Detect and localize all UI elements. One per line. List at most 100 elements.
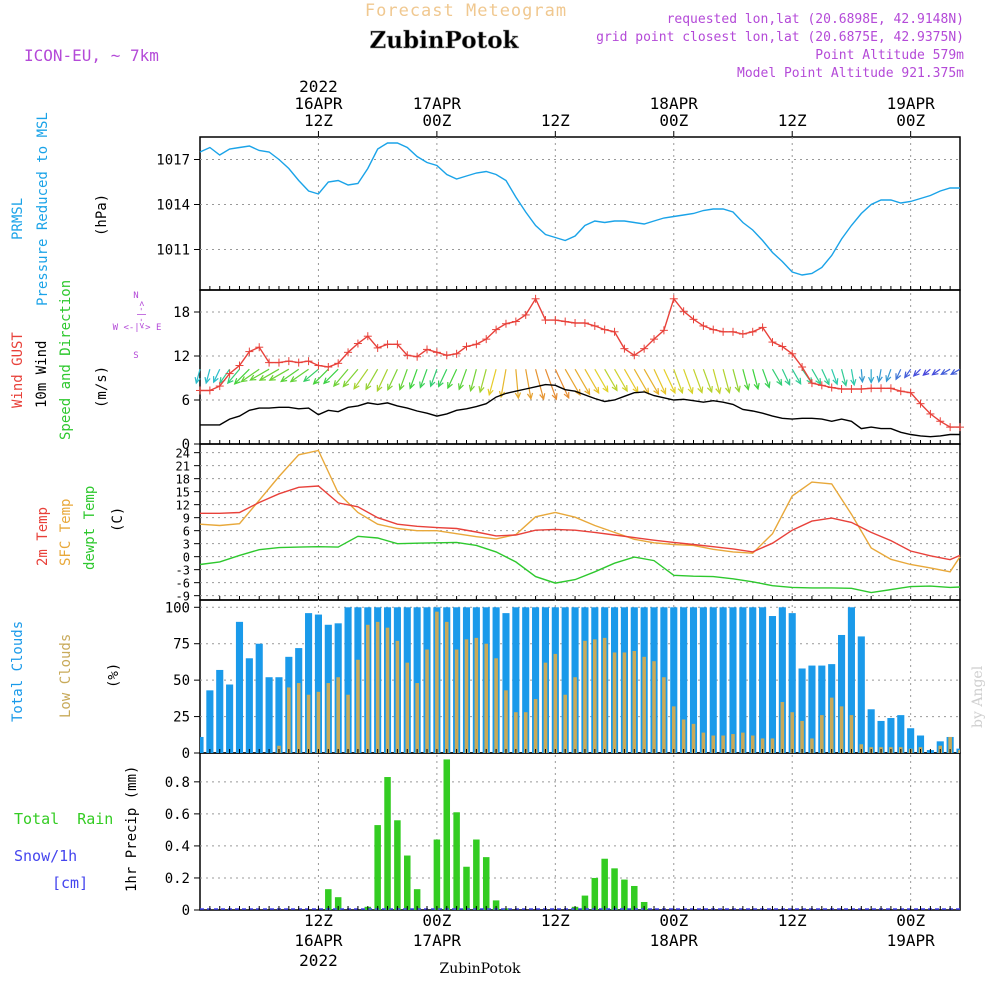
total-clouds-bar (226, 684, 234, 753)
wind-arrow (860, 369, 864, 382)
total-clouds-bar (877, 720, 885, 753)
label-ms: (m/s) (94, 366, 110, 408)
total-clouds-bar (255, 643, 263, 753)
time-label-bottom: 2022 (299, 951, 338, 970)
wind-arrow (584, 368, 600, 394)
label-2m-temp: 2m Temp (35, 507, 51, 566)
rain-bar (591, 877, 599, 910)
time-label-bottom: 12Z (541, 911, 570, 930)
low-clouds-bar (484, 643, 489, 753)
wind-arrow-head (204, 377, 211, 385)
wind-arrow (470, 369, 477, 391)
low-clouds-bar (948, 736, 952, 753)
series-2m-temp (200, 485, 961, 561)
time-label-top: 16APR (294, 94, 343, 113)
wind-arrow (692, 368, 703, 393)
y-tick-label: -9 (176, 590, 190, 604)
total-clouds-bar (235, 621, 244, 753)
total-clouds-bar (265, 677, 273, 753)
compass-ns-axis: <-|-> (136, 301, 146, 329)
label-total-rain: Total Rain (14, 810, 113, 828)
low-clouds-bar (494, 658, 498, 753)
y-tick-label: 24 (176, 447, 190, 461)
watermark: by Angel (970, 665, 986, 728)
y-tick-label: 18 (176, 473, 190, 487)
series-10m-wind (200, 383, 960, 438)
y-tick-label: 12 (176, 499, 190, 513)
total-clouds-bar (689, 607, 698, 753)
total-clouds-bar (561, 607, 569, 753)
time-label-top: 19APR (887, 94, 936, 113)
y-tick-label: 0.4 (165, 839, 190, 855)
wind-arrow-head (526, 392, 534, 401)
total-clouds-bar (847, 607, 855, 753)
label-snow: Snow/1h (14, 847, 77, 865)
total-clouds-bar (749, 607, 757, 753)
y-tick-label: 25 (173, 710, 190, 726)
wind-arrow (594, 368, 609, 392)
panel-frame-3 (199, 443, 961, 601)
total-clouds-bar (867, 709, 875, 753)
wind-arrow (614, 368, 628, 392)
wind-arrow-head (498, 390, 506, 399)
rain-bar (640, 901, 648, 910)
rain-bar (413, 889, 421, 910)
label-cm: [cm] (52, 874, 88, 892)
low-clouds-bar (790, 712, 794, 753)
wind-arrow-head (784, 378, 791, 387)
y-tick-label: 0 (183, 551, 190, 565)
low-clouds-bar (385, 627, 390, 753)
wind-arrow-head (904, 371, 911, 379)
compass-south: S (133, 351, 138, 361)
low-clouds-bar (523, 712, 528, 753)
wind-arrow-head (258, 374, 266, 381)
wind-arrow-head (280, 375, 288, 383)
time-label-bottom: 00Z (659, 911, 688, 930)
low-clouds-bar (356, 659, 360, 753)
wind-arrow-head (312, 377, 320, 385)
compass-north: N (133, 291, 138, 301)
wind-arrow-head (213, 376, 219, 384)
time-label-bottom: 18APR (650, 931, 699, 950)
wind-arrow-head (832, 378, 839, 386)
wind-arrow-head (912, 370, 920, 377)
low-clouds-bar (681, 719, 686, 753)
wind-arrow (219, 368, 231, 384)
wind-arrow-head (429, 380, 436, 388)
wind-arrow-head (621, 384, 628, 393)
rain-bar (473, 839, 480, 910)
wind-arrow (742, 369, 749, 390)
model-altitude: Model Point Altitude 921.375m (737, 66, 964, 81)
low-clouds-bar (750, 735, 755, 753)
wind-arrow-head (376, 384, 383, 393)
wind-arrow (280, 368, 300, 382)
total-clouds-bar (768, 616, 777, 753)
time-label-top: 2022 (299, 77, 338, 96)
wind-arrow (227, 368, 240, 384)
wind-arrow-head (457, 383, 464, 391)
low-clouds-bar (622, 652, 627, 753)
wind-arrow (313, 368, 329, 385)
time-label-top: 00Z (422, 111, 451, 130)
y-tick-label: 75 (173, 637, 190, 653)
low-clouds-bar (652, 661, 656, 753)
series-prmsl (199, 142, 960, 276)
wind-arrow (564, 368, 581, 396)
low-clouds-bar (287, 687, 291, 753)
total-clouds-bar (532, 607, 540, 753)
y-tick-label: 0.8 (165, 775, 190, 791)
wind-arrow (895, 368, 902, 380)
low-clouds-bar (711, 735, 716, 753)
wind-arrow (399, 368, 408, 390)
label-dewpt-temp: dewpt Temp (82, 486, 98, 570)
low-clouds-bar (691, 723, 696, 753)
label-total-clouds: Total Clouds (10, 621, 26, 722)
wind-arrow (932, 368, 941, 376)
y-tick-label: 1011 (156, 243, 190, 259)
time-label-top: 18APR (650, 94, 699, 113)
total-clouds-bar (838, 634, 846, 753)
wind-arrow-head (715, 387, 722, 395)
wind-arrow (303, 368, 319, 382)
wind-arrow-head (940, 368, 948, 375)
total-clouds-bar (680, 607, 688, 753)
